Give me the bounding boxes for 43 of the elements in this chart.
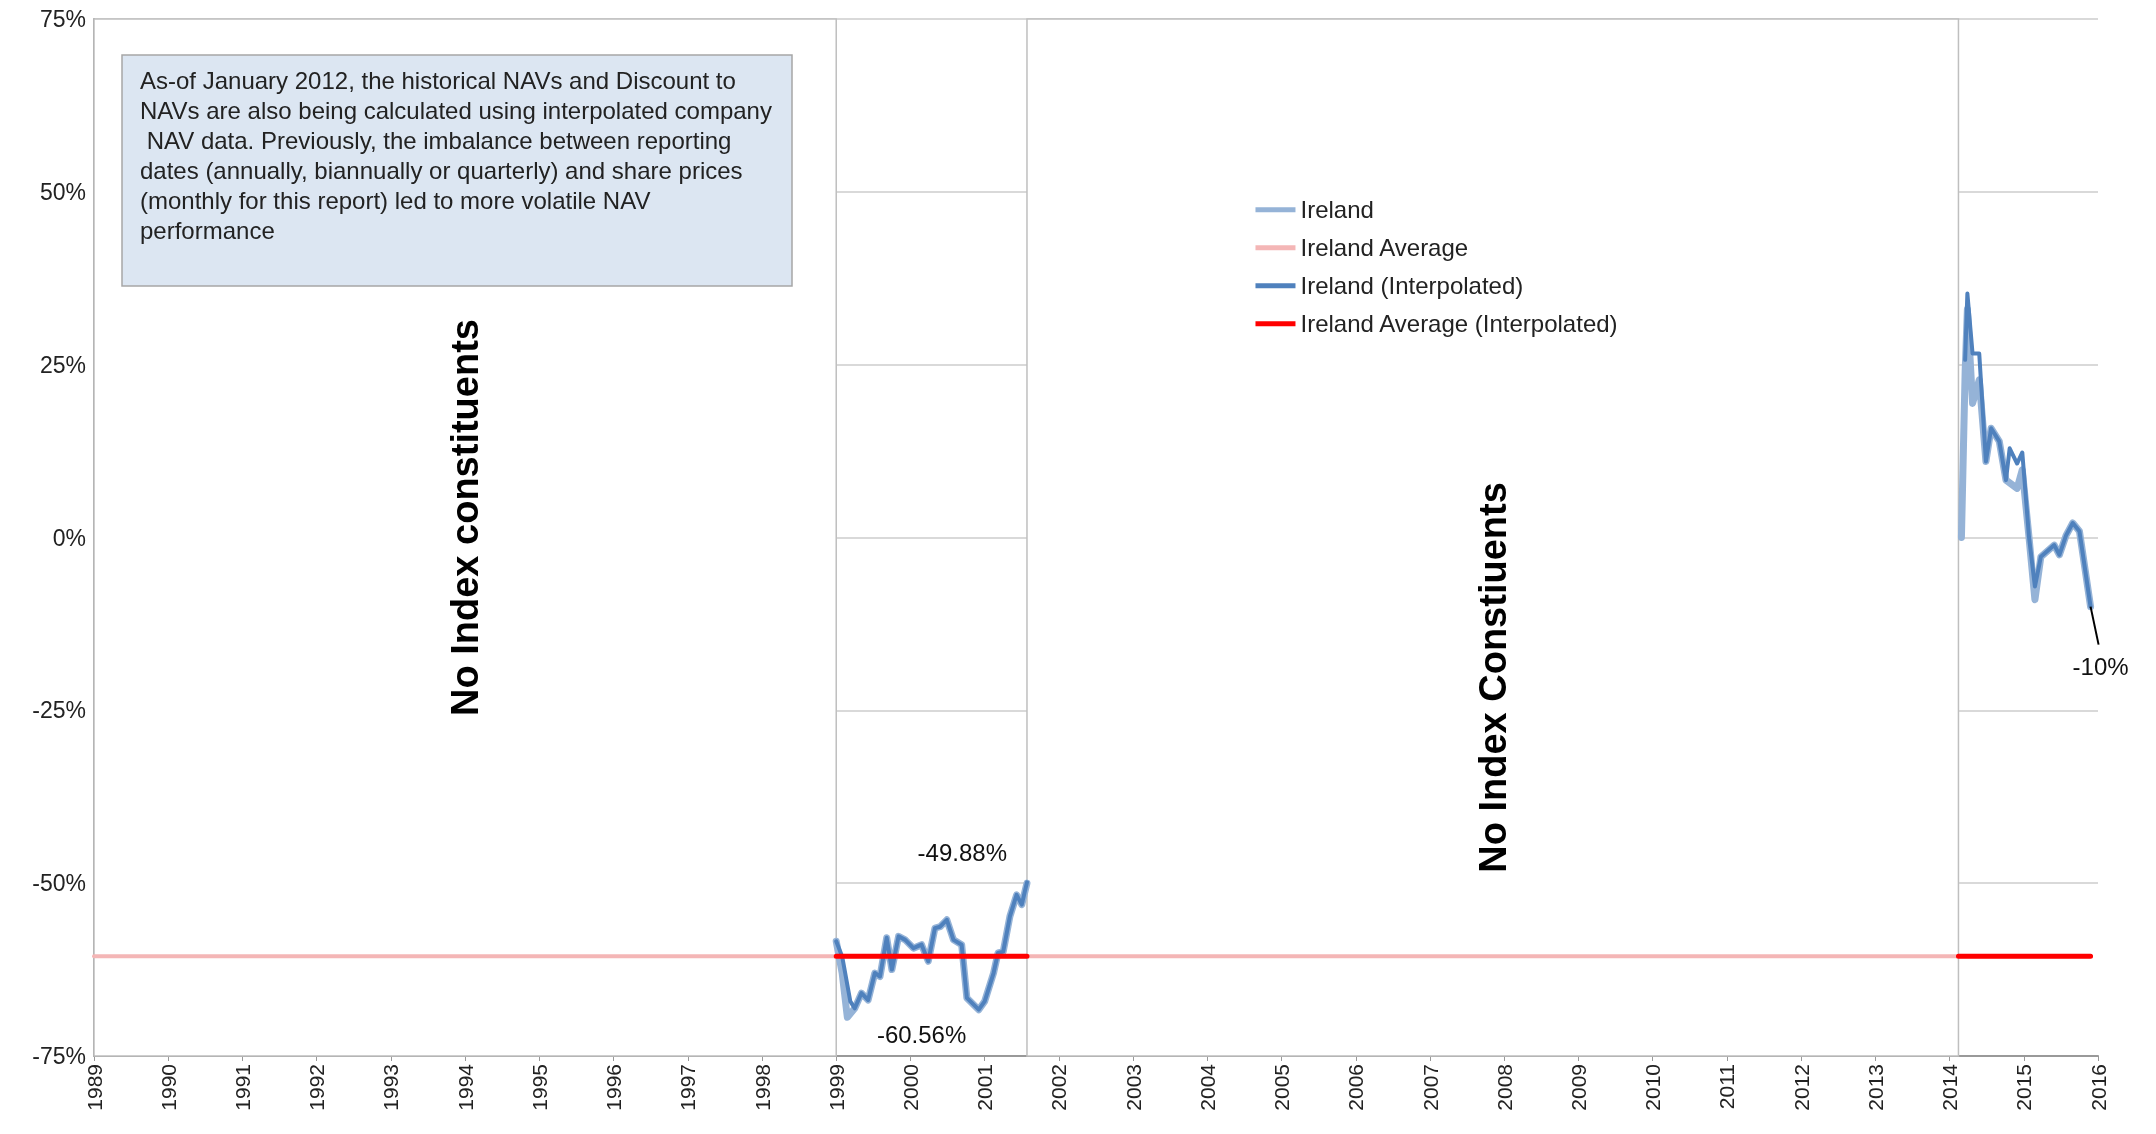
x-tick-label: 1999 — [824, 1064, 848, 1111]
x-tick-label: 2002 — [1047, 1064, 1071, 1111]
x-tick-label: 2013 — [1863, 1064, 1887, 1111]
annotation: -60.56% — [876, 1020, 967, 1048]
x-tick-label: 2014 — [1938, 1063, 1962, 1111]
x-tick-label: 1996 — [602, 1064, 626, 1111]
x-tick-label: 1995 — [527, 1064, 551, 1111]
x-tick-label: 1992 — [305, 1064, 329, 1111]
annotation: -10% — [2072, 653, 2129, 681]
y-tick-label: 0% — [52, 524, 86, 551]
y-tick-label: 25% — [39, 351, 86, 378]
x-tick-label: 1997 — [676, 1064, 700, 1111]
annotation: -49.88% — [917, 838, 1007, 866]
x-tick-label: 2010 — [1641, 1064, 1665, 1111]
x-tick-label: 2003 — [1121, 1064, 1145, 1111]
y-tick-label: 75% — [39, 6, 86, 32]
x-tick-label: 1994 — [453, 1063, 477, 1111]
x-tick-label: 2009 — [1566, 1064, 1590, 1111]
x-tick-label: 2008 — [1492, 1064, 1516, 1111]
band-label: No Index constituents — [444, 319, 487, 716]
band-label: No Index Constiuents — [1471, 482, 1514, 873]
x-tick-label: 2016 — [2086, 1064, 2110, 1111]
x-tick-label: 2015 — [2012, 1064, 2036, 1111]
legend-label: Ireland (Interpolated) — [1300, 272, 1524, 300]
x-tick-label: 1993 — [379, 1064, 403, 1111]
y-tick-label: 50% — [39, 178, 86, 205]
x-tick-label: 2000 — [898, 1064, 922, 1111]
x-tick-label: 2005 — [1270, 1064, 1294, 1111]
y-tick-label: -50% — [32, 870, 86, 897]
annotation: As-of January 2012, the historical NAVs and Discount to NAVs are also being calculated using interpolated company NAV data. Previously, the imbalance between reporting dates (annually, biannually or quarterly) and share prices (monthly for this report) led to more volatile NAV performance — [140, 66, 772, 244]
x-tick-label: 2001 — [973, 1064, 997, 1111]
y-tick-label: -25% — [32, 697, 86, 724]
x-tick-label: 1990 — [156, 1064, 180, 1111]
x-tick-label: 2011 — [1715, 1064, 1739, 1110]
x-tick-label: 1998 — [750, 1064, 774, 1111]
x-tick-label: 2006 — [1344, 1064, 1368, 1111]
x-tick-label: 2004 — [1195, 1063, 1219, 1111]
x-tick-label: 2012 — [1789, 1064, 1813, 1111]
legend-label: Ireland Average — [1300, 234, 1469, 262]
legend-label: Ireland — [1300, 196, 1374, 224]
x-tick-label: 2007 — [1418, 1064, 1442, 1111]
legend-label: Ireland Average (Interpolated) — [1300, 310, 1618, 338]
x-tick-label: 1991 — [230, 1064, 254, 1111]
